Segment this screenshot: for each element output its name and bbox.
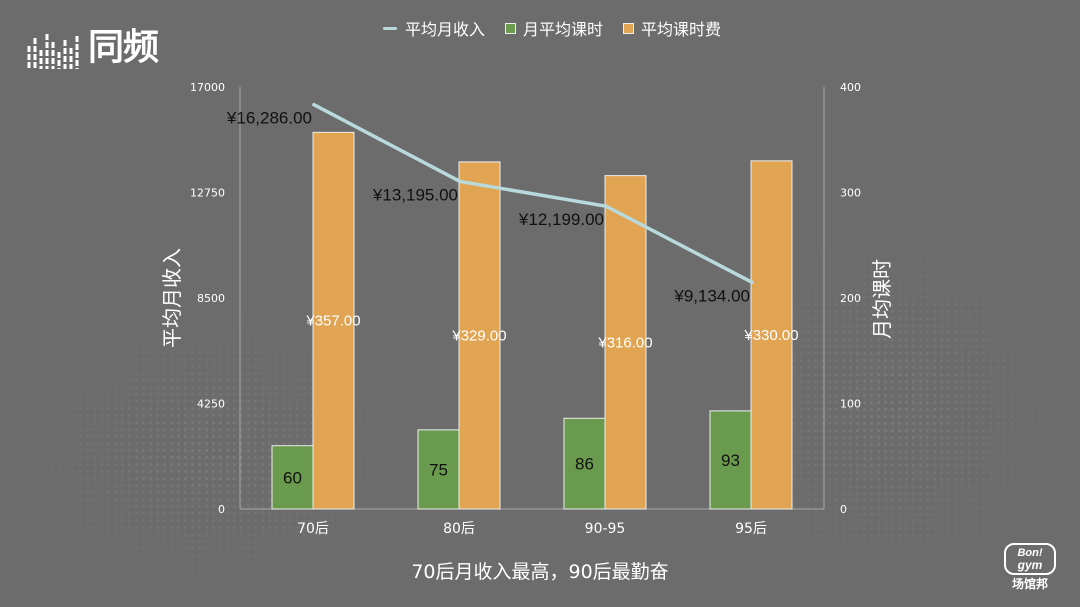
monthly-income-point [750, 280, 754, 285]
left-tick-label: 17000 [190, 81, 225, 94]
lesson-fee-bar [604, 175, 647, 510]
right-tick-label: 100 [840, 398, 861, 411]
lesson-fee-bar [312, 131, 355, 510]
lesson-fee-data-label: ¥329.00 [451, 327, 506, 344]
monthly-income-data-label: ¥13,195.00 [372, 185, 458, 204]
monthly-income-point [604, 204, 608, 208]
monthly-hours-data-label: 60 [283, 468, 302, 487]
right-tick-label: 300 [840, 187, 861, 200]
barcode-bars-icon [27, 34, 79, 69]
legend-item-hours: 月平均课时 [505, 16, 603, 40]
monthly-hours-data-label: 93 [721, 451, 740, 470]
monthly-hours-bar [563, 417, 606, 510]
monthly-income-data-label: ¥12,199.00 [518, 210, 604, 229]
left-tick-label: 8500 [197, 292, 225, 305]
right-tick-label: 200 [840, 292, 861, 305]
left-axis-title: 平均月收入 [160, 248, 184, 348]
monthly-hours-data-label: 75 [429, 460, 448, 479]
legend-swatch-hours [505, 22, 517, 34]
partner-logo-badge [1004, 543, 1056, 575]
legend-label-hours: 月平均课时 [523, 20, 604, 39]
lesson-fee-data-label: ¥316.00 [597, 334, 652, 351]
monthly-income-line [312, 102, 754, 285]
right-tick-label: 0 [840, 503, 847, 516]
left-tick-label: 0 [218, 503, 225, 516]
right-axis-title: 月均课时 [870, 259, 894, 339]
slide-caption: 70后月收入最高，90后最勤奋 [411, 561, 669, 583]
legend-item-income: 平均月收入 [383, 16, 485, 40]
brand-logo-text: 同频 [88, 27, 159, 68]
right-tick-label: 400 [840, 81, 861, 94]
legend-label-income: 平均月收入 [405, 20, 486, 39]
monthly-hours-bar [709, 410, 752, 510]
partner-logo: Bon! gym 场馆邦 [1004, 543, 1056, 591]
monthly-income-point [458, 179, 462, 184]
lesson-fee-bar [750, 160, 793, 510]
monthly-hours-data-label: 86 [575, 455, 594, 474]
bar-series [271, 131, 793, 510]
category-label: 95后 [735, 521, 767, 537]
category-label: 90-95 [585, 521, 626, 537]
lesson-fee-data-label: ¥330.00 [743, 327, 798, 344]
chart-legend: 平均月收入 月平均课时 平均课时费 [383, 16, 721, 40]
category-label: 70后 [297, 521, 329, 537]
left-tick-label: 4250 [197, 398, 225, 411]
legend-swatch-fee [623, 22, 635, 34]
partner-logo-line3: 场馆邦 [1012, 576, 1048, 591]
line-series [312, 102, 754, 285]
category-label: 80后 [443, 521, 475, 537]
legend-label-fee: 平均课时费 [641, 20, 722, 39]
lesson-fee-bar [458, 161, 501, 510]
monthly-income-data-label: ¥9,134.00 [673, 286, 750, 305]
chart-axes: 0 4250 8500 12750 17000 0 100 200 300 400 70后 80后 90… [190, 81, 861, 537]
data-labels: 60 75 86 93 ¥357.00 ¥329.00 ¥316.00 ¥330.00 ¥16,… [226, 109, 799, 488]
partner-logo-line2: gym [1017, 558, 1043, 572]
partner-logo-line1: Bon! [1017, 547, 1042, 559]
legend-item-fee: 平均课时费 [623, 16, 721, 40]
monthly-hours-bar [417, 429, 460, 510]
left-tick-label: 12750 [190, 187, 225, 200]
legend-swatch-line [383, 26, 397, 30]
monthly-income-point [312, 102, 316, 107]
lesson-fee-data-label: ¥357.00 [305, 313, 360, 330]
barcode-bars [27, 34, 79, 69]
monthly-income-data-label: ¥16,286.00 [226, 109, 312, 128]
